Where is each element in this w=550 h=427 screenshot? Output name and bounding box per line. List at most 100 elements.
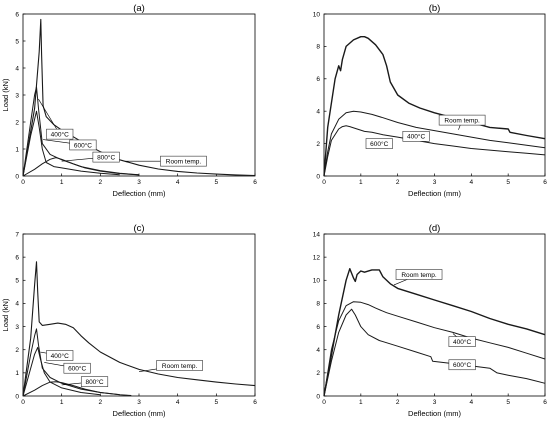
annotation-box [63,362,91,374]
y-tick-label: 1 [15,370,19,377]
y-tick-label: 10 [313,11,321,18]
y-tick-label: 2 [316,141,320,148]
x-tick-label: 3 [137,179,141,186]
series-line [22,261,256,397]
annotation-box [92,151,120,163]
series-line [22,157,140,177]
y-tick-label: 14 [313,231,321,238]
x-tick-label: 4 [470,399,474,406]
series-line [323,110,546,177]
y-tick-label: 10 [313,278,321,285]
annotation-label: 600°C [74,141,92,149]
annotation-label: 800°C [97,153,115,161]
annotation-box [46,128,74,140]
y-tick-label: 2 [316,370,320,377]
series-line [22,346,101,397]
x-tick-label: 0 [21,179,25,186]
x-tick-label: 2 [99,399,103,406]
x-tick-label: 1 [60,399,64,406]
annotation-label: 400°C [51,352,69,360]
y-tick-label: 6 [316,324,320,331]
y-tick-label: 8 [316,301,320,308]
x-axis-title: Deflection (mm) [113,409,166,418]
series-line [323,268,546,397]
x-tick-label: 0 [322,399,326,406]
x-axis-title: Deflection (mm) [113,189,166,198]
y-tick-label: 4 [316,347,320,354]
y-tick-label: 6 [15,254,19,261]
y-tick-label: 6 [316,76,320,83]
annotation-box [160,155,207,167]
x-tick-label: 1 [359,179,363,186]
y-tick-label: 12 [313,254,321,261]
annotation-label: Room temp. [162,363,198,370]
annotation-box [80,376,109,387]
annotation-box [69,139,97,151]
y-axis-title: Load (kN) [1,298,10,331]
x-tick-label: 6 [543,179,547,186]
x-axis-title: Deflection (mm) [408,409,461,418]
x-tick-label: 3 [433,399,437,406]
annotation-label: 600°C [370,140,388,148]
panel-title: (a) [133,3,145,14]
y-tick-label: 3 [15,92,19,99]
annotation-box [46,350,74,361]
series-line [323,301,546,397]
series-line [323,125,546,177]
annotation-label: 600°C [68,365,86,373]
x-tick-label: 3 [137,399,141,406]
x-tick-label: 1 [359,399,363,406]
series-line [323,36,546,177]
x-tick-label: 3 [433,179,437,186]
series-line [22,328,120,397]
series-line [22,86,140,177]
y-axis-title: Load (kN) [1,78,10,111]
panel-0: 0 1 2 3 4 5 6 0 1 2 3 4 5 6 (a) Deflection (mm) Load (kN… [1,3,257,198]
x-tick-label: 5 [215,399,219,406]
x-tick-label: 5 [506,179,510,186]
y-tick-label: 2 [15,119,19,126]
y-tick-label: 8 [316,44,320,51]
y-tick-label: 4 [15,301,19,308]
x-tick-label: 1 [60,179,64,186]
y-tick-label: 4 [15,65,19,72]
y-tick-label: 4 [316,109,320,116]
x-tick-label: 4 [176,399,180,406]
annotation-box [448,336,476,347]
annotation-box [438,114,486,126]
x-tick-label: 2 [396,399,400,406]
plot-frame [22,13,256,177]
x-tick-label: 4 [470,179,474,186]
x-tick-label: 5 [215,179,219,186]
y-tick-label: 7 [15,231,19,238]
annotation-box [448,359,476,371]
x-tick-label: 2 [396,179,400,186]
y-tick-label: 5 [15,278,19,285]
y-tick-label: 3 [15,324,19,331]
series-line [22,18,256,177]
annotation-box [156,360,203,371]
y-tick-label: 5 [15,38,19,45]
y-tick-label: 0 [15,173,19,180]
panel-2: 0 1 2 3 4 5 6 0 1 2 3 4 5 6 7 (c) Deflection (mm) Load (k… [1,223,257,418]
y-tick-label: 0 [15,393,19,400]
annotation-box [402,131,430,142]
x-tick-label: 6 [543,399,547,406]
x-tick-label: 4 [176,179,180,186]
y-tick-label: 0 [316,393,320,400]
annotation-label: 400°C [51,130,69,138]
annotation-label: Room temp. [401,272,437,279]
x-tick-label: 2 [99,179,103,186]
series-line [22,110,120,177]
panel-title: (c) [133,223,144,234]
x-tick-label: 0 [21,399,25,406]
annotation-leader [38,98,60,135]
annotation-label: 400°C [407,133,425,141]
x-tick-label: 0 [322,179,326,186]
x-axis-title: Deflection (mm) [408,189,461,198]
annotation-label: 800°C [85,378,103,386]
annotation-label: Room temp. [444,117,480,124]
y-tick-label: 0 [316,173,320,180]
plot-frame [323,233,546,397]
